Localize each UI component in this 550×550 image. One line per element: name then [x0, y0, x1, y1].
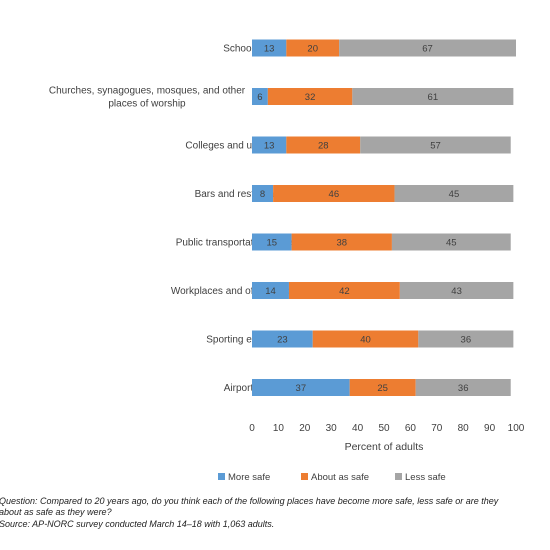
data-label: 45: [446, 238, 457, 249]
bar-segment: [273, 185, 395, 202]
bar-segment: [267, 88, 353, 105]
x-tick-label: 100: [508, 423, 525, 434]
bar-segment: [394, 185, 514, 202]
data-label: 57: [430, 141, 441, 152]
data-label: 15: [267, 238, 278, 249]
data-label: 37: [296, 383, 307, 394]
x-tick-label: 80: [458, 423, 470, 434]
legend-swatch: [301, 473, 308, 480]
legend-label: About as safe: [311, 472, 369, 483]
bar-segment: [339, 39, 516, 57]
stacked-bar-chart: Schools Churches, synagogues, mosques, an…: [49, 39, 525, 483]
bar-segment: [286, 39, 340, 57]
source-note: Source: AP-NORC survey conducted March 1…: [0, 518, 275, 529]
data-label: 61: [428, 92, 439, 103]
bar-segment: [415, 379, 511, 396]
category-label: Colleges and universities: [185, 141, 296, 152]
category-label: Schools: [223, 44, 259, 55]
data-label: 25: [377, 383, 388, 394]
bar-segment: [312, 330, 419, 348]
x-tick-label: 40: [352, 423, 364, 434]
data-label: 43: [451, 286, 462, 297]
bar-segment: [418, 330, 514, 348]
data-label: 36: [461, 335, 472, 346]
bar-segment: [252, 136, 287, 154]
x-tick-label: 50: [378, 423, 390, 434]
bar-segment: [252, 330, 313, 348]
bar-segment: [360, 136, 511, 154]
x-tick-label: 70: [431, 423, 443, 434]
legend-swatch: [218, 473, 225, 480]
question-note-continued: about as safe as they were?: [0, 507, 112, 518]
x-tick-label: 10: [273, 423, 285, 434]
data-label: 45: [449, 189, 460, 200]
bar-segment: [252, 88, 268, 105]
chart-notes: Question: Compared to 20 years ago, do y…: [0, 496, 550, 530]
bar-segment: [252, 39, 287, 57]
data-label: 6: [257, 92, 262, 103]
x-axis: 0 10 20 30 40 50 60 70 80 90 100: [249, 423, 525, 434]
x-tick-label: 60: [405, 423, 417, 434]
category-label: Workplaces and office buildings: [171, 286, 311, 297]
category-label: Bars and restaurants: [195, 189, 288, 200]
data-label: 36: [458, 383, 469, 394]
data-label: 67: [422, 44, 433, 55]
data-label: 42: [339, 286, 350, 297]
x-tick-label: 0: [249, 423, 255, 434]
bars: [252, 39, 516, 396]
x-axis-title: Percent of adults: [345, 441, 424, 453]
bar-segment: [399, 282, 514, 299]
bar-segment: [349, 379, 416, 396]
data-label: 13: [264, 44, 275, 55]
data-label: 8: [260, 189, 265, 200]
bar-segment: [252, 233, 292, 251]
bar-segment: [252, 379, 350, 396]
x-tick-label: 20: [299, 423, 311, 434]
legend-label: More safe: [228, 472, 270, 483]
data-label: 14: [265, 286, 276, 297]
data-labels: 13 20 67 6 32 61 13 28 57 8 46 45 15 38 45 14 42 43 23 40 36…: [257, 44, 471, 395]
category-label: Sporting events: [206, 335, 276, 346]
bar-segment: [286, 136, 361, 154]
bar-segment: [252, 282, 289, 299]
question-note: Question: Compared to 20 years ago, do y…: [0, 496, 499, 506]
data-label: 13: [264, 141, 275, 152]
category-labels: Schools Churches, synagogues, mosques, an…: [49, 44, 311, 395]
legend-label: Less safe: [405, 472, 446, 483]
x-tick-label: 90: [484, 423, 496, 434]
data-label: 46: [329, 189, 340, 200]
legend-swatch: [395, 473, 402, 480]
data-label: 28: [318, 141, 329, 152]
data-label: 32: [305, 92, 316, 103]
bar-segment: [288, 282, 400, 299]
bar-segment: [291, 233, 392, 251]
category-label: Public transportation systems: [176, 238, 307, 249]
category-label: Airports: [224, 383, 258, 394]
category-label: Churches, synagogues, mosques, and other…: [49, 86, 246, 110]
bar-segment: [391, 233, 511, 251]
data-label: 23: [277, 335, 288, 346]
data-label: 38: [336, 238, 347, 249]
x-tick-label: 30: [326, 423, 338, 434]
bar-segment: [252, 185, 274, 202]
data-label: 20: [307, 44, 318, 55]
legend: More safe About as safe Less safe: [218, 472, 446, 483]
bar-segment: [352, 88, 514, 105]
data-label: 40: [360, 335, 371, 346]
